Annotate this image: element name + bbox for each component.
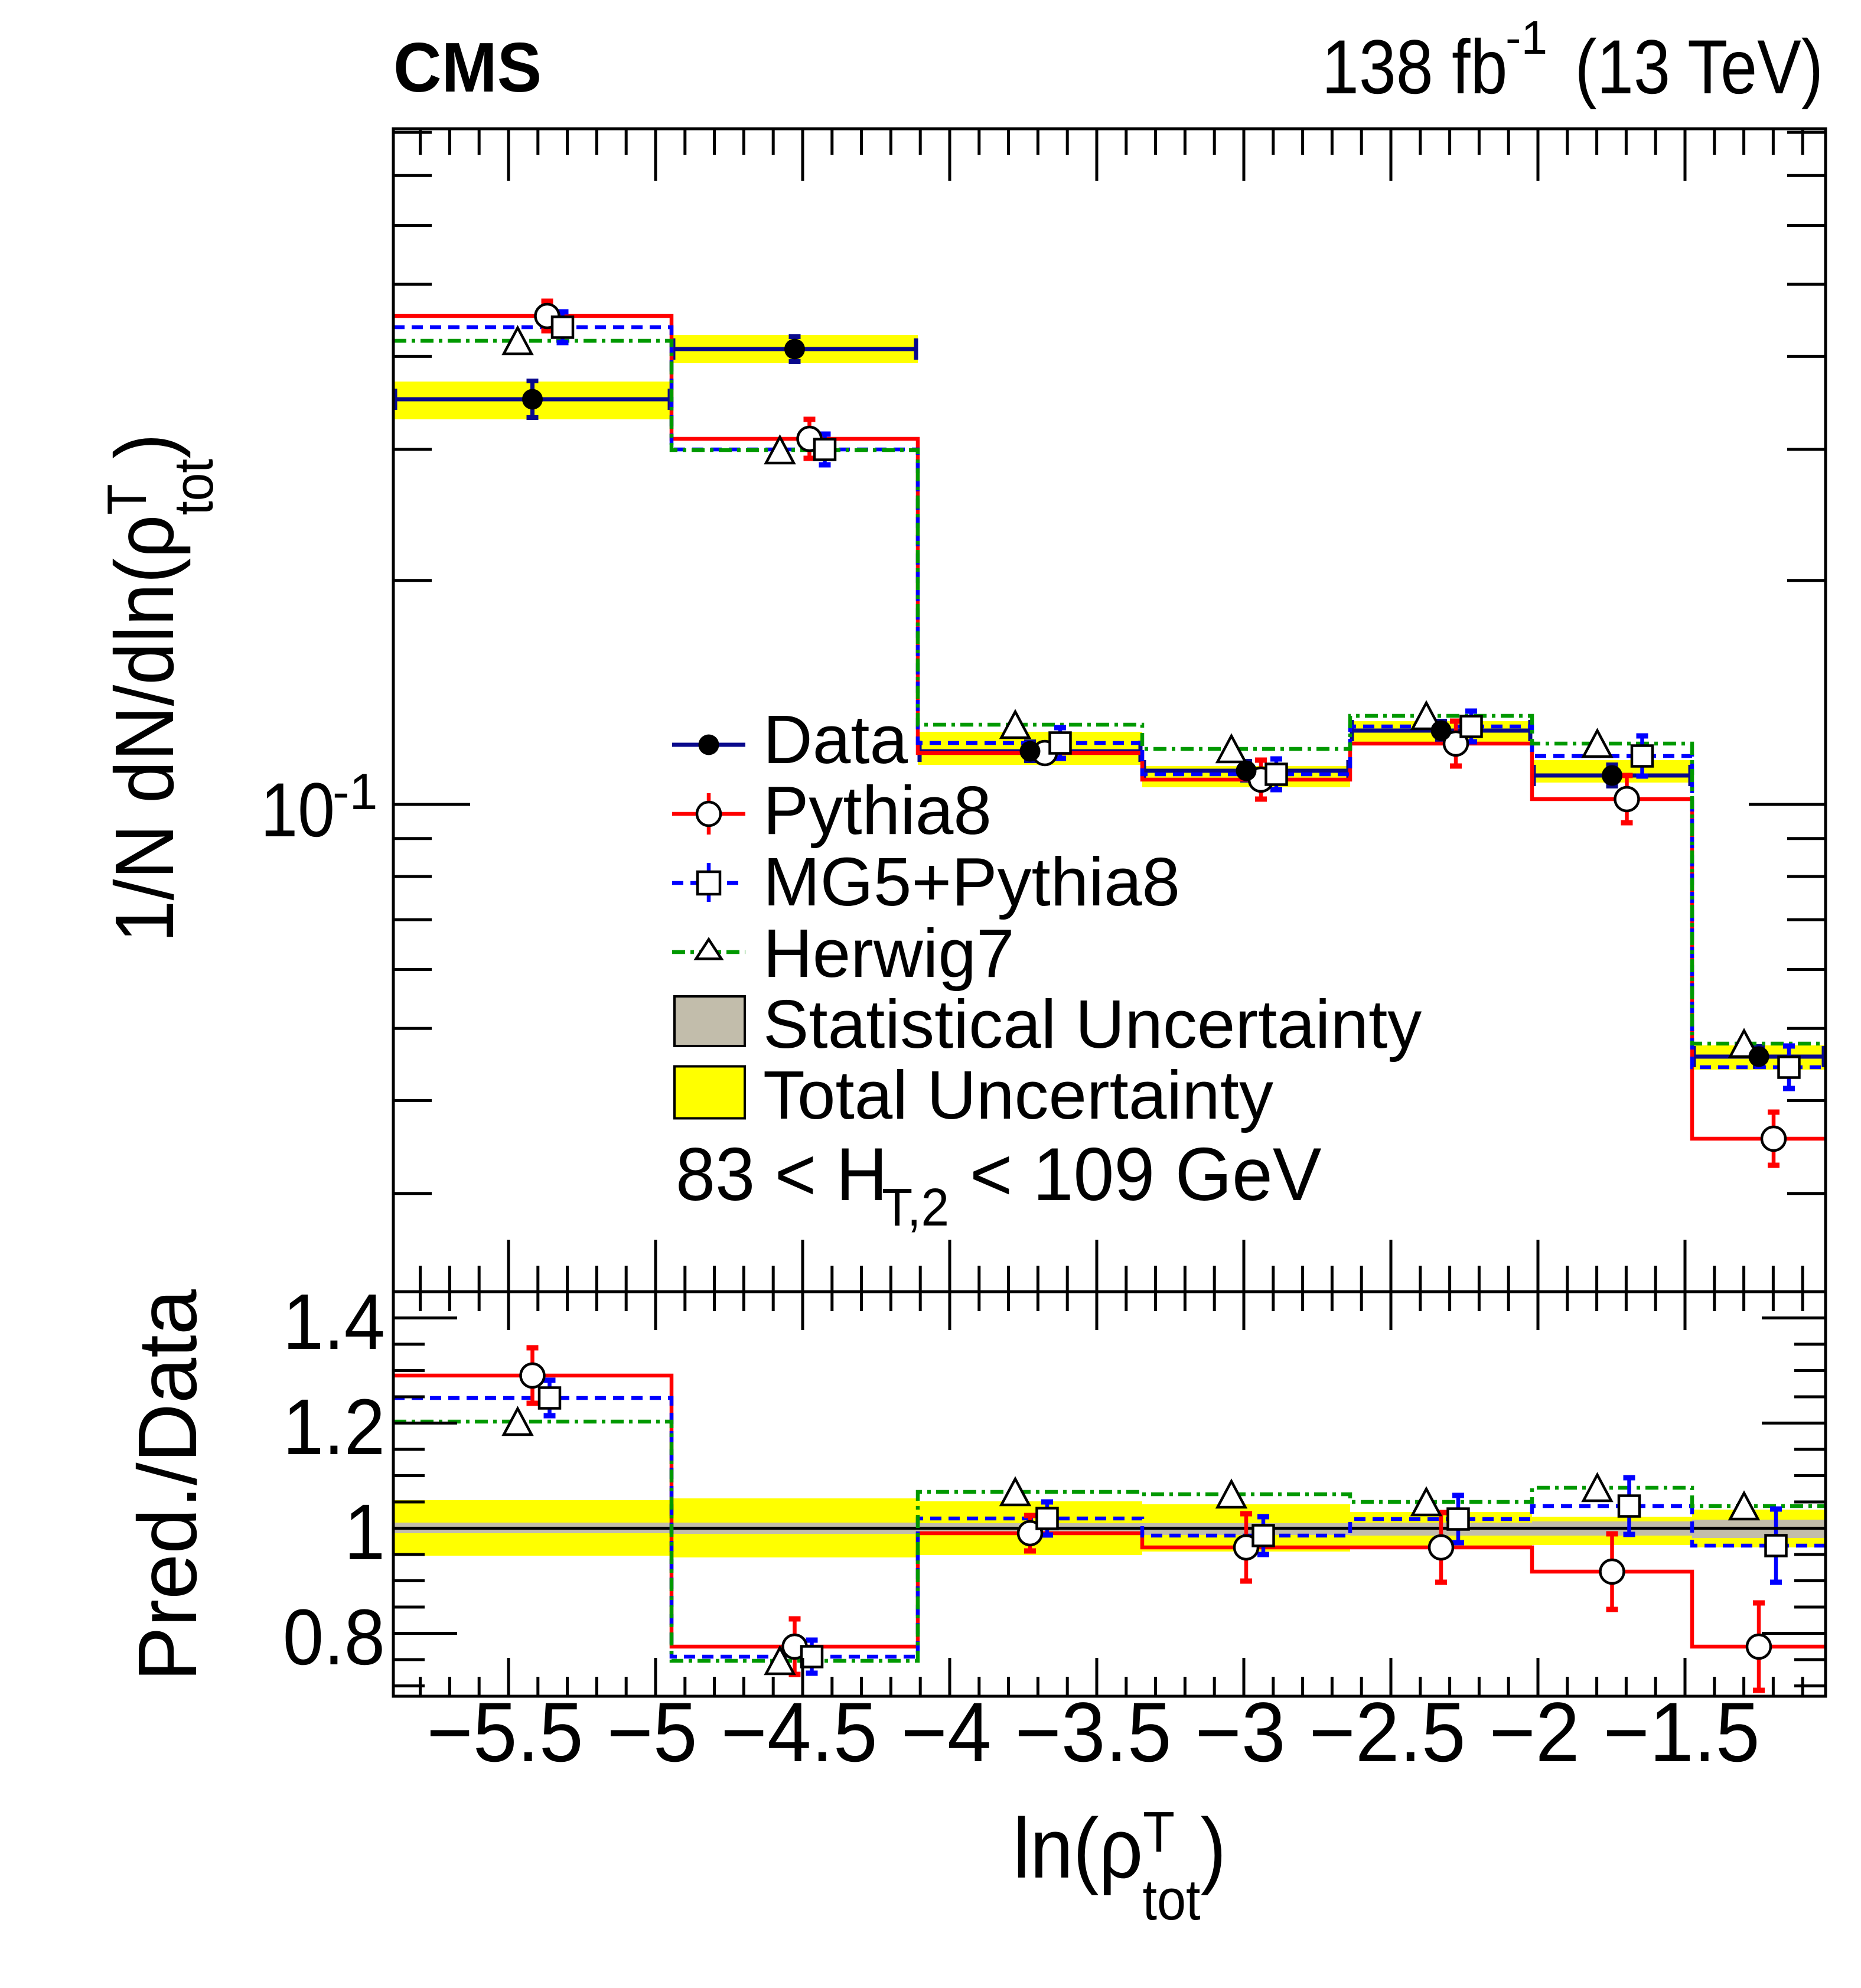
svg-text:Total Uncertainty: Total Uncertainty xyxy=(763,1057,1273,1133)
svg-text:−2.5: −2.5 xyxy=(1309,1685,1465,1780)
svg-text:−5.5: −5.5 xyxy=(426,1685,583,1780)
svg-text:(13 TeV): (13 TeV) xyxy=(1575,24,1823,110)
svg-text:CMS: CMS xyxy=(393,28,542,106)
svg-text:< 109 GeV: < 109 GeV xyxy=(970,1132,1322,1217)
svg-text:−3: −3 xyxy=(1195,1685,1285,1780)
svg-text:Pythia8: Pythia8 xyxy=(763,772,992,849)
svg-text:−5: −5 xyxy=(607,1685,697,1780)
svg-text:0.8: 0.8 xyxy=(283,1593,385,1681)
svg-text:1.2: 1.2 xyxy=(283,1383,385,1471)
svg-text:1: 1 xyxy=(344,1488,385,1576)
svg-text:-1: -1 xyxy=(333,764,377,820)
svg-text:−1.5: −1.5 xyxy=(1603,1685,1759,1780)
svg-text:Pred./Data: Pred./Data xyxy=(120,1289,214,1681)
svg-text:−2: −2 xyxy=(1489,1685,1579,1780)
svg-text:-1: -1 xyxy=(1505,11,1547,64)
svg-text:−4.5: −4.5 xyxy=(721,1685,877,1780)
svg-text:−3.5: −3.5 xyxy=(1015,1685,1171,1780)
svg-text:10: 10 xyxy=(260,767,335,853)
svg-text:Statistical Uncertainty: Statistical Uncertainty xyxy=(763,986,1422,1063)
svg-text:−4: −4 xyxy=(901,1685,991,1780)
svg-text:MG5+Pythia8: MG5+Pythia8 xyxy=(763,843,1180,920)
svg-text:138 fb: 138 fb xyxy=(1322,24,1507,110)
svg-text:Herwig7: Herwig7 xyxy=(763,915,1014,992)
svg-text:83 < H: 83 < H xyxy=(676,1133,888,1216)
svg-text:T,2: T,2 xyxy=(882,1178,949,1237)
svg-text:1.4: 1.4 xyxy=(283,1278,385,1366)
svg-text:Data: Data xyxy=(763,701,908,778)
